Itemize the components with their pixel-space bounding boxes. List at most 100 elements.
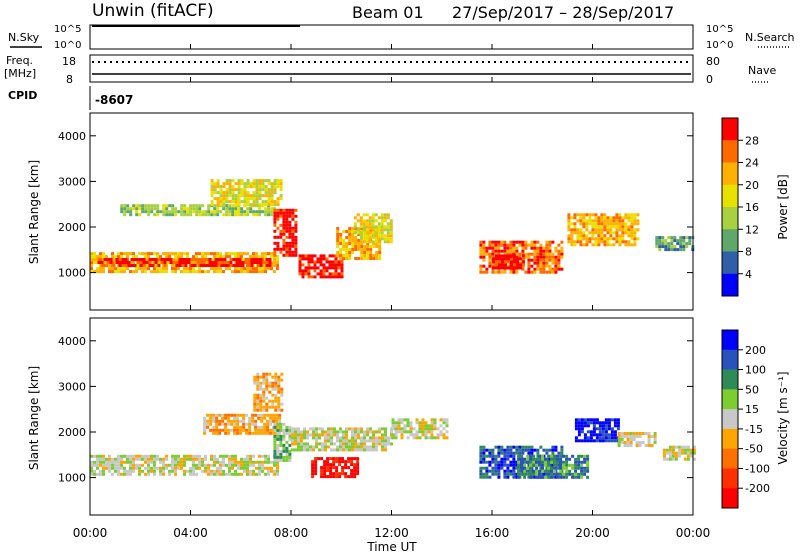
scatter-cell [618,237,622,241]
scatter-cell [325,257,329,261]
scatter-cell [383,228,387,232]
scatter-cell [264,207,268,211]
scatter-cell [532,463,536,467]
scatter-cell [273,443,277,447]
scatter-cell [298,272,302,276]
scatter-cell [539,246,543,250]
scatter-cell [108,270,111,274]
scatter-cell [524,243,528,247]
scatter-cell [536,261,540,265]
scatter-cell [662,448,666,452]
scatter-cell [506,466,510,470]
scatter-cell [539,249,543,253]
scatter-cell [310,257,314,261]
scatter-cell [222,457,225,461]
scatter-cell [273,253,277,257]
scatter-cell [331,254,335,258]
scatter-cell [436,433,440,437]
scatter-cell [318,433,321,437]
scatter-cell [228,182,232,186]
scatter-cell [348,227,352,230]
scatter-cell [213,454,216,458]
scatter-cell [261,460,264,464]
velocity-ylabel: Slant Range [km] [27,366,41,470]
scatter-cell [267,469,270,473]
scatter-cell [589,430,593,434]
scatter-cell [285,214,289,218]
scatter-cell [267,460,270,464]
scatter-cell [262,381,266,385]
scatter-cell [264,213,268,217]
scatter-cell [674,451,678,455]
scatter-cell [550,454,554,458]
scatter-cell [548,448,552,452]
scatter-cell [512,466,516,470]
scatter-cell [304,272,308,276]
scatter-cell [371,231,375,235]
scatter-cell [335,475,339,479]
scatter-cell [129,252,132,256]
scatter-cell [309,427,312,431]
scatter-cell [265,378,269,382]
scatter-cell [500,445,504,449]
scatter-cell [212,428,216,432]
scatter-cell [567,228,571,232]
scatter-cell [171,264,174,268]
scatter-cell [591,225,595,229]
scatter-cell [559,457,563,461]
scatter-cell [108,264,111,268]
scatter-cell [606,237,610,241]
scatter-cell [227,419,231,423]
scatter-cell [138,466,141,470]
scatter-cell [342,248,346,251]
scatter-cell [336,227,340,230]
scatter-cell [318,448,321,452]
scatter-cell [424,433,428,437]
scatter-cell [150,207,154,211]
scatter-cell [594,225,598,229]
scatter-cell [117,460,120,464]
scatter-cell [321,433,324,437]
scatter-cell [554,270,558,274]
scatter-cell [303,433,306,437]
scatter-cell [326,463,330,467]
scatter-cell [311,469,315,473]
scatter-cell [246,191,250,195]
scatter-cell [603,213,607,217]
colorbar-tick-label: 12 [745,223,759,236]
scatter-cell [262,390,266,394]
scatter-cell [585,237,589,241]
scatter-cell [259,399,263,403]
scatter-cell [178,258,182,261]
scatter-cell [357,242,361,245]
scatter-cell [243,463,246,467]
scatter-cell [144,267,147,271]
scatter-cell [636,219,640,223]
scatter-cell [633,219,637,223]
scatter-cell [145,261,149,264]
scatter-cell [685,236,689,240]
scatter-cell [577,472,581,476]
scatter-cell [285,452,289,456]
scatter-cell [586,466,590,470]
scatter-cell [207,252,210,256]
scatter-cell [219,185,223,189]
scatter-cell [526,454,530,458]
scatter-cell [183,472,186,476]
scatter-cell [222,194,226,198]
scatter-cell [245,428,249,432]
scatter-cell [210,200,214,204]
scatter-cell [567,240,571,244]
scatter-cell [397,421,401,425]
scatter-cell [198,207,202,211]
scatter-cell [523,463,527,467]
scatter-cell [327,430,330,434]
scatter-cell [190,264,194,267]
scatter-cell [334,275,338,279]
scatter-cell [112,264,116,267]
scatter-cell [306,430,309,434]
scatter-cell [105,463,108,467]
scatter-cell [264,191,268,195]
scatter-cell [186,457,189,461]
scatter-cell [664,245,668,249]
